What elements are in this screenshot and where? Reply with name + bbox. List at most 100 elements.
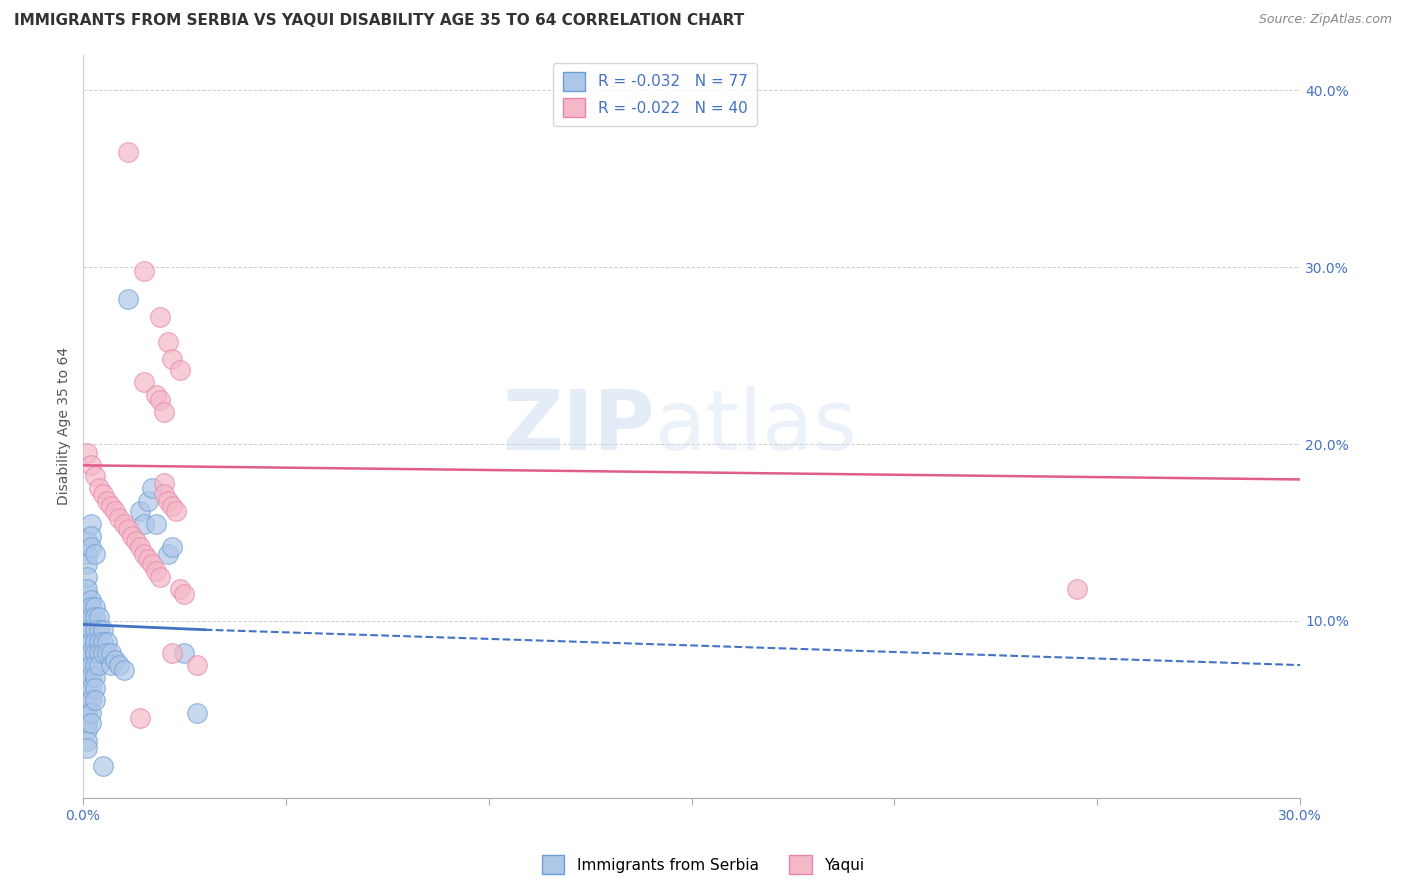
Point: [80, 670, 103, 684]
Point: [76, 610, 98, 624]
Point: [80, 516, 103, 531]
Point: [132, 264, 155, 278]
Point: [80, 592, 103, 607]
Point: [91, 486, 114, 500]
Point: [136, 552, 159, 566]
Point: [108, 511, 131, 525]
Point: [89, 610, 111, 624]
Y-axis label: Disability Age 35 to 64: Disability Age 35 to 64: [58, 347, 72, 506]
Point: [132, 375, 155, 389]
Point: [76, 688, 98, 702]
Point: [153, 405, 176, 419]
Point: [100, 646, 122, 660]
Point: [76, 534, 98, 549]
Point: [76, 446, 98, 460]
Point: [76, 558, 98, 572]
Point: [153, 486, 176, 500]
Point: [149, 310, 172, 324]
Point: [76, 741, 98, 756]
Point: [112, 664, 135, 678]
Point: [76, 628, 98, 642]
Point: [80, 599, 103, 614]
Point: [162, 646, 184, 660]
Point: [84, 610, 107, 624]
Text: ZIP: ZIP: [502, 386, 655, 467]
Legend: Immigrants from Serbia, Yaqui: Immigrants from Serbia, Yaqui: [536, 849, 870, 880]
Point: [76, 653, 98, 667]
Point: [89, 481, 111, 495]
Point: [76, 681, 98, 695]
Point: [84, 670, 107, 684]
Point: [165, 504, 187, 518]
Point: [145, 387, 167, 401]
Point: [76, 716, 98, 731]
Point: [76, 723, 98, 738]
Text: IMMIGRANTS FROM SERBIA VS YAQUI DISABILITY AGE 35 TO 64 CORRELATION CHART: IMMIGRANTS FROM SERBIA VS YAQUI DISABILI…: [14, 13, 744, 29]
Point: [104, 504, 127, 518]
Point: [149, 392, 172, 407]
Point: [117, 145, 139, 160]
Point: [162, 352, 184, 367]
Point: [125, 534, 148, 549]
Point: [84, 623, 107, 637]
Point: [96, 493, 118, 508]
Point: [132, 547, 155, 561]
Point: [76, 670, 98, 684]
Point: [76, 570, 98, 584]
Point: [186, 706, 208, 720]
Point: [76, 698, 98, 713]
Point: [173, 587, 195, 601]
Point: [76, 587, 98, 601]
Point: [84, 681, 107, 695]
Point: [112, 516, 135, 531]
Point: [91, 759, 114, 773]
Point: [89, 623, 111, 637]
Point: [186, 658, 208, 673]
Point: [80, 635, 103, 649]
Point: [76, 605, 98, 619]
Point: [84, 547, 107, 561]
Point: [136, 493, 159, 508]
Point: [80, 529, 103, 543]
Point: [173, 646, 195, 660]
Point: [128, 711, 150, 725]
Point: [84, 599, 107, 614]
Point: [141, 558, 163, 572]
Point: [91, 646, 114, 660]
Point: [84, 469, 107, 483]
Legend: R = -0.032   N = 77, R = -0.022   N = 40: R = -0.032 N = 77, R = -0.022 N = 40: [554, 62, 756, 126]
Text: Source: ZipAtlas.com: Source: ZipAtlas.com: [1258, 13, 1392, 27]
Point: [89, 658, 111, 673]
Point: [76, 664, 98, 678]
Point: [117, 292, 139, 306]
Point: [80, 610, 103, 624]
Point: [162, 540, 184, 554]
Point: [117, 522, 139, 536]
Point: [76, 582, 98, 596]
Point: [153, 475, 176, 490]
Point: [149, 570, 172, 584]
Point: [96, 646, 118, 660]
Point: [80, 716, 103, 731]
Point: [100, 499, 122, 513]
Point: [80, 540, 103, 554]
Point: [89, 635, 111, 649]
Point: [89, 646, 111, 660]
Point: [80, 658, 103, 673]
Point: [157, 334, 180, 349]
Point: [108, 658, 131, 673]
Point: [76, 646, 98, 660]
Point: [145, 516, 167, 531]
Point: [84, 646, 107, 660]
Point: [157, 493, 180, 508]
Point: [104, 653, 127, 667]
Point: [132, 516, 155, 531]
Point: [141, 481, 163, 495]
Point: [76, 599, 98, 614]
Point: [121, 529, 143, 543]
Point: [80, 706, 103, 720]
Point: [100, 658, 122, 673]
Point: [84, 658, 107, 673]
Point: [80, 693, 103, 707]
Point: [80, 646, 103, 660]
